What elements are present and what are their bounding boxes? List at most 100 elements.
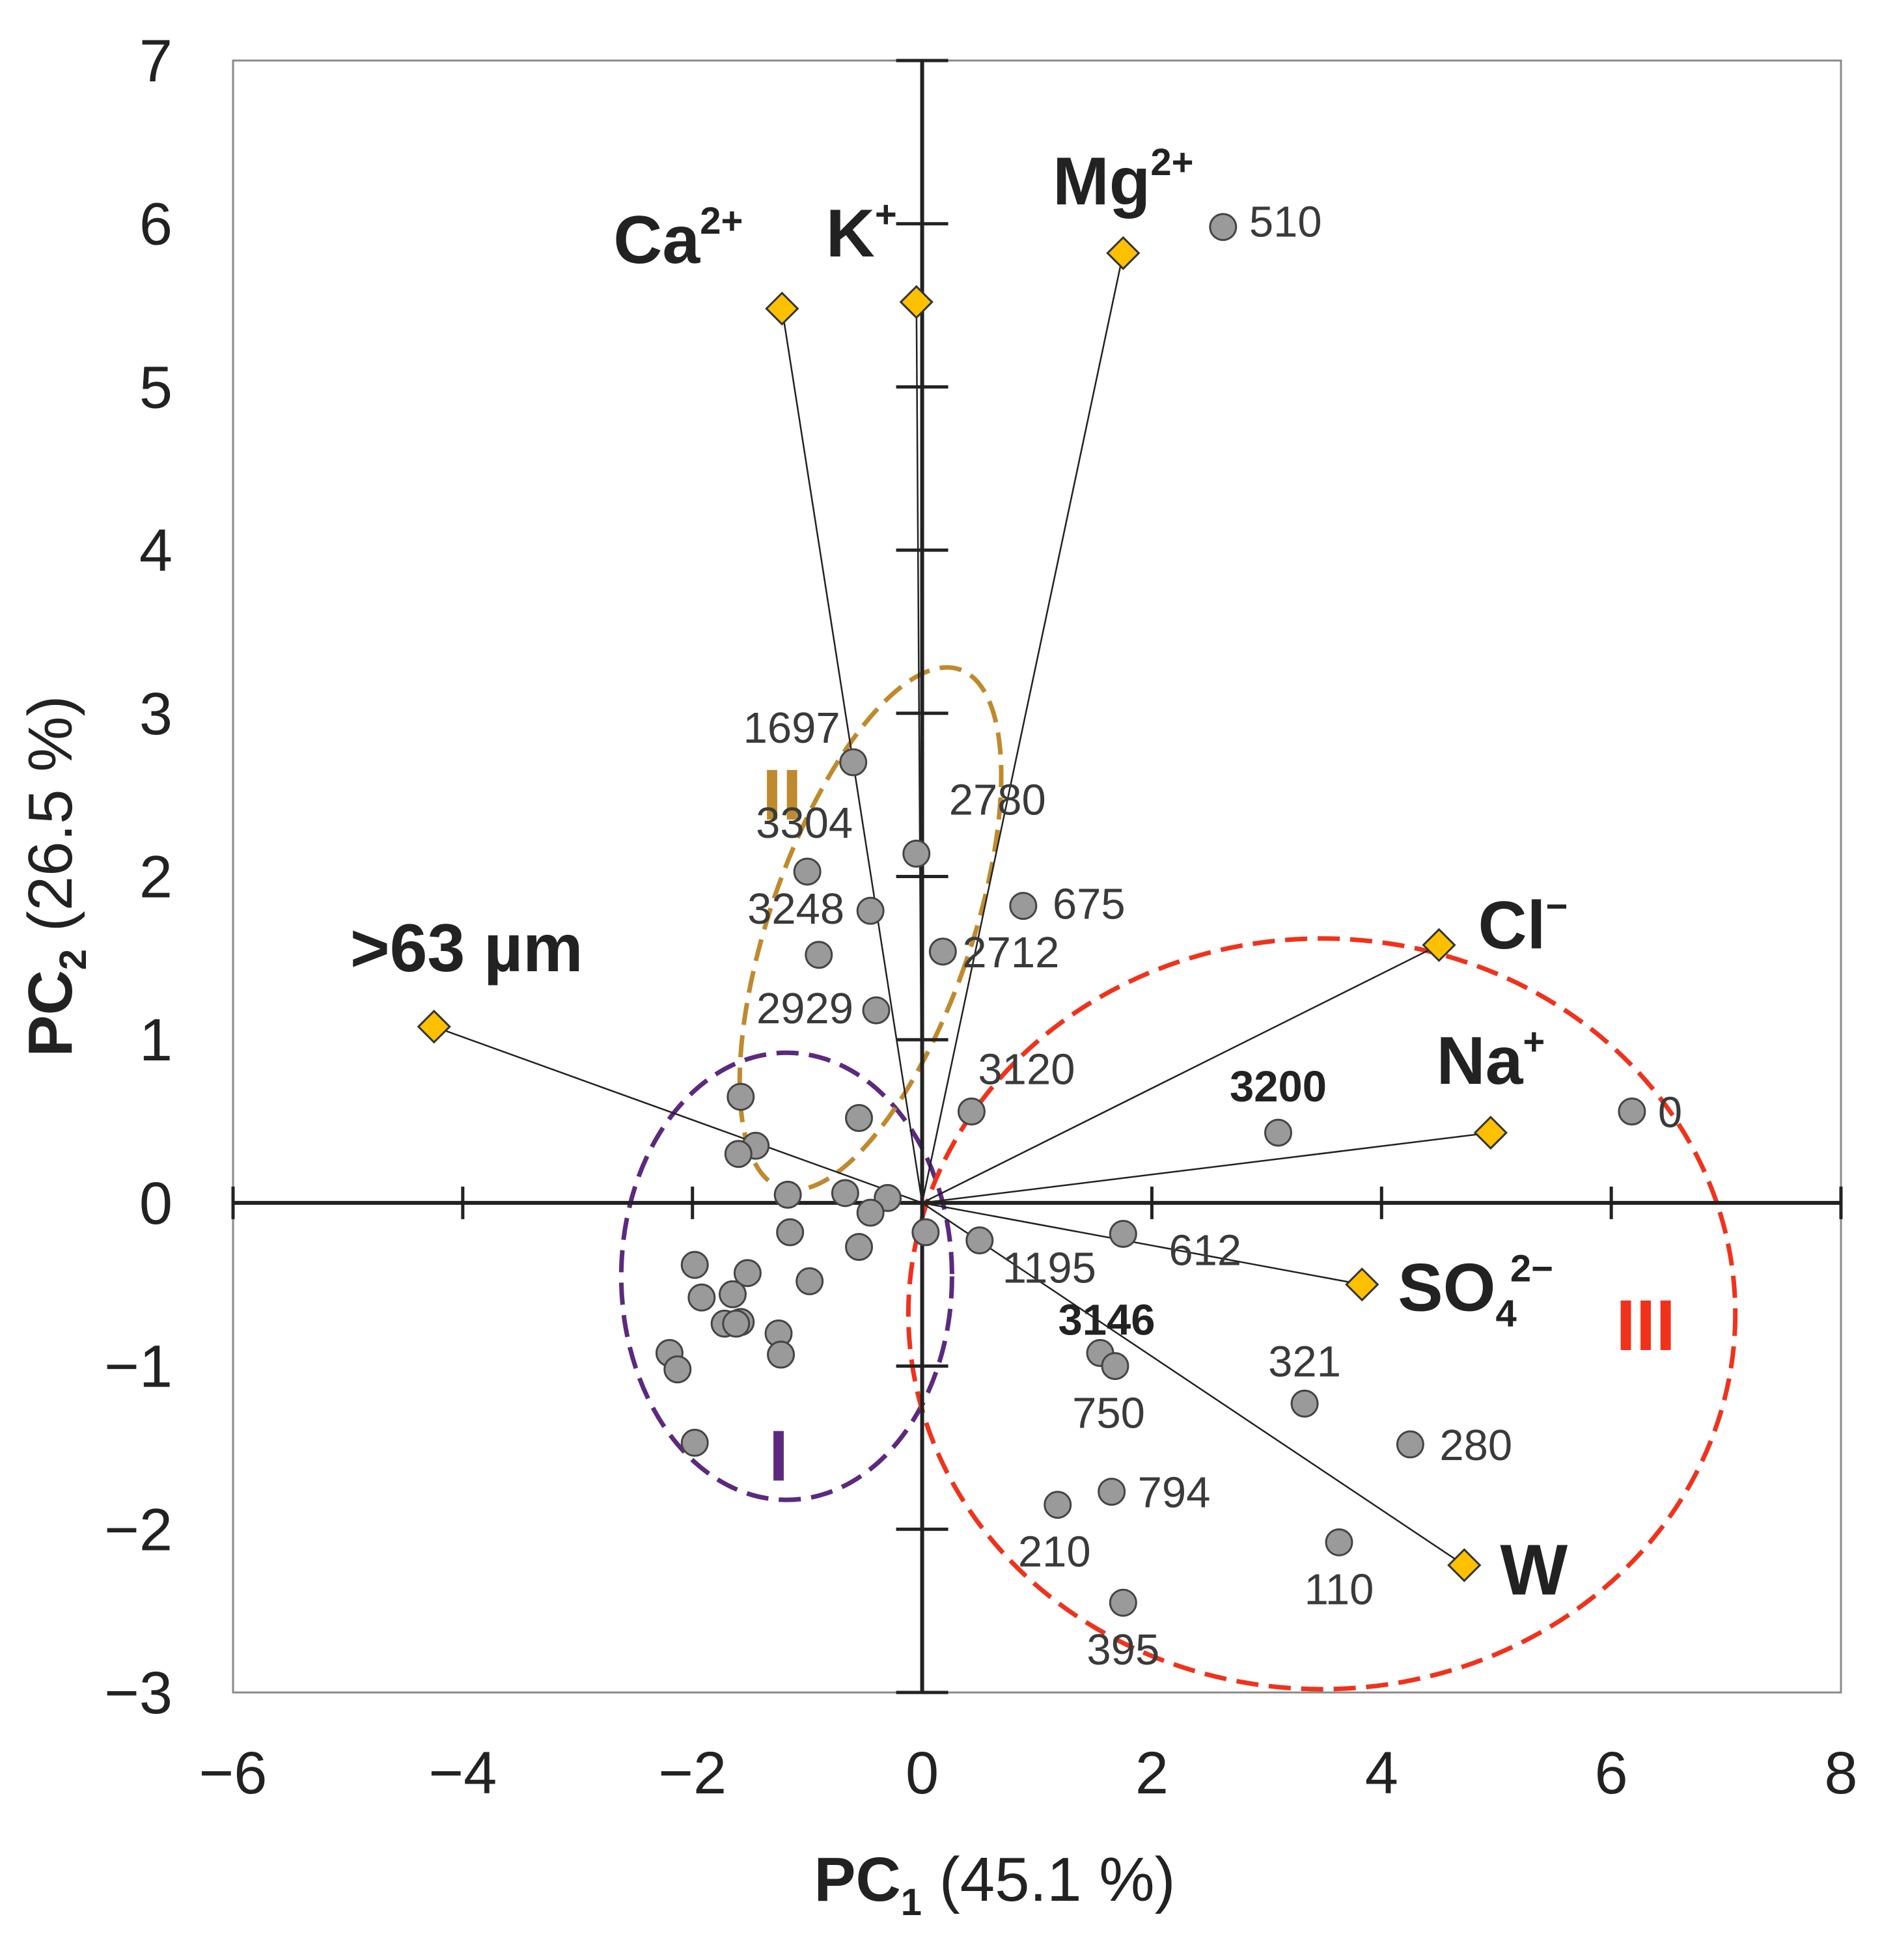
y-tick-label: 0 <box>139 1170 173 1237</box>
sample-point <box>957 1097 986 1126</box>
loading-marker <box>899 284 934 320</box>
sample-point <box>767 1340 795 1369</box>
loading-label-sub: 4 <box>1496 1292 1517 1334</box>
y-tick-label: 5 <box>139 354 173 421</box>
loading-label-main: W <box>1500 1530 1568 1610</box>
cluster-ellipse-III <box>906 936 1738 1692</box>
sample-point <box>1101 1352 1129 1381</box>
sample-point <box>687 1283 716 1312</box>
loading-label: Na+ <box>1436 1021 1545 1099</box>
sample-point <box>1396 1430 1424 1459</box>
sample-label: 675 <box>1053 880 1126 929</box>
sample-point <box>1044 1491 1072 1519</box>
loading-label-sup: + <box>1523 1021 1545 1063</box>
sample-point <box>856 1198 885 1227</box>
sample-label: 3146 <box>1058 1296 1155 1345</box>
sample-label: 321 <box>1268 1337 1341 1386</box>
loading-marker <box>1422 928 1456 962</box>
loading-label: SO42− <box>1398 1247 1553 1334</box>
loading-label: Cl− <box>1478 885 1568 963</box>
sample-point <box>724 1140 753 1168</box>
loading-vector <box>921 253 1124 1204</box>
sample-label: 3120 <box>978 1045 1075 1094</box>
loading-label-main: Mg <box>1053 144 1150 219</box>
x-axis-title-main: PC <box>814 1845 900 1914</box>
y-axis-title-main: PC <box>16 970 85 1056</box>
x-axis-title-rest: (45.1 %) <box>922 1845 1175 1914</box>
plot-frame <box>232 59 1842 1694</box>
sample-point <box>845 1233 874 1262</box>
y-tick-label: 7 <box>139 28 173 94</box>
sample-point <box>839 748 868 777</box>
sample-point <box>773 1180 802 1209</box>
loading-label: Mg2+ <box>1053 141 1193 219</box>
sample-point <box>1325 1528 1353 1556</box>
sample-point <box>928 937 957 966</box>
sample-label: 3248 <box>747 885 844 933</box>
sample-label: 2712 <box>962 928 1059 977</box>
sample-point <box>805 941 833 969</box>
sample-point <box>680 1250 709 1279</box>
sample-label: 1195 <box>1003 1244 1096 1293</box>
y-tick-label: −2 <box>104 1497 173 1563</box>
sample-point <box>726 1083 755 1111</box>
x-tick-label: 6 <box>1595 1740 1628 1806</box>
sample-point <box>1290 1389 1319 1418</box>
loading-vector <box>434 1025 922 1204</box>
sample-label: 210 <box>1018 1528 1091 1577</box>
loading-label-main: >63 µm <box>350 911 583 986</box>
loading-marker <box>1106 236 1141 270</box>
cluster-label-II: II <box>762 755 802 835</box>
loading-vector <box>915 302 923 1203</box>
sample-point <box>1098 1478 1126 1506</box>
y-tick-label: 3 <box>139 681 173 747</box>
sample-point <box>663 1355 692 1384</box>
sample-point <box>845 1104 874 1133</box>
y-tick-label: 6 <box>139 191 173 258</box>
sample-label: 510 <box>1249 198 1322 247</box>
sample-points <box>655 213 1646 1617</box>
sample-point <box>1618 1097 1646 1126</box>
sample-point <box>862 996 891 1025</box>
x-tick-label: −4 <box>428 1740 497 1806</box>
sample-label: 2780 <box>949 775 1046 824</box>
loading-label-sup: + <box>875 193 897 236</box>
sample-point <box>722 1309 751 1338</box>
x-axis-title: PC1 (45.1 %) <box>814 1845 1175 1924</box>
loading-label-main: Na <box>1436 1023 1523 1099</box>
sample-label: 395 <box>1086 1625 1159 1674</box>
y-tick-label: 4 <box>139 518 173 584</box>
loading-label-main: K <box>826 196 875 271</box>
loading-label-sup: 2− <box>1510 1247 1553 1290</box>
y-axis-title-rest: (26.5 %) <box>16 695 85 948</box>
sample-point <box>793 857 822 886</box>
sample-point <box>776 1218 805 1247</box>
loading-label-main: SO <box>1398 1250 1495 1325</box>
sample-point <box>733 1259 762 1288</box>
x-tick-label: −6 <box>199 1740 268 1806</box>
loading-vector <box>922 944 1440 1204</box>
loading-vector <box>922 1202 1362 1286</box>
sample-point <box>902 839 931 868</box>
loading-label-sup: 2+ <box>700 200 743 242</box>
sample-label: 3304 <box>756 799 853 848</box>
y-tick-label: −3 <box>104 1660 173 1726</box>
sample-point <box>795 1267 824 1295</box>
sample-label: 612 <box>1169 1226 1241 1275</box>
labels: IIIIII5101697278033046753248271229293120… <box>350 141 1682 1674</box>
sample-label: 1697 <box>743 704 840 752</box>
sample-point <box>856 896 885 925</box>
x-tick-label: 8 <box>1824 1740 1857 1806</box>
loading-vector <box>921 1202 1465 1566</box>
y-tick-label: −1 <box>104 1334 173 1400</box>
loading-marker <box>1345 1267 1379 1302</box>
sample-label: 3200 <box>1230 1062 1327 1111</box>
x-tick-label: 2 <box>1135 1740 1169 1806</box>
loading-vector <box>922 1131 1491 1204</box>
sample-point <box>831 1179 859 1208</box>
sample-label: 110 <box>1305 1565 1374 1614</box>
cluster-ellipse-I <box>618 1050 954 1502</box>
loading-markers <box>417 236 1508 1582</box>
